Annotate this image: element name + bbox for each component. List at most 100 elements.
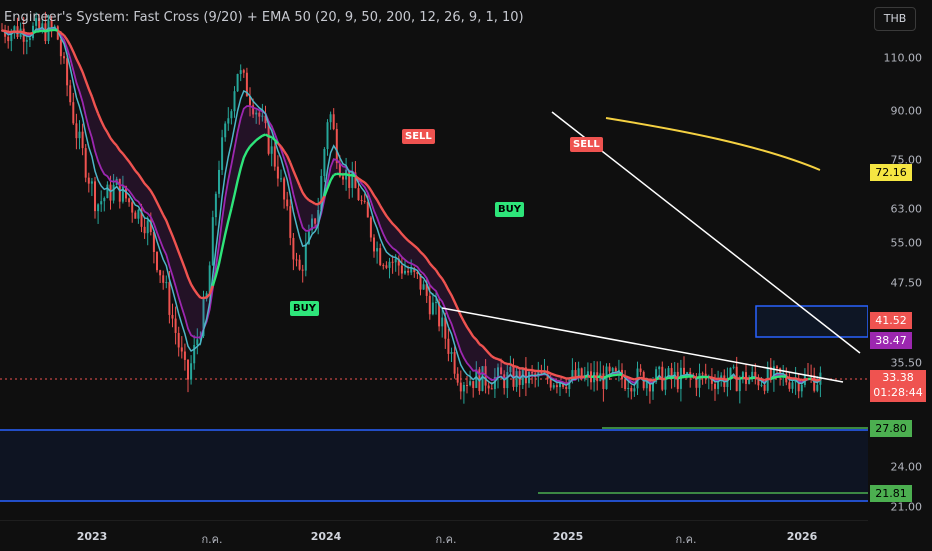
candle-body (438, 301, 441, 327)
candle-body (388, 261, 391, 268)
candle-body (211, 217, 214, 266)
x-tick: 2023 (76, 530, 108, 543)
candle-body (224, 123, 227, 138)
y-tick: 110.00 (883, 51, 923, 65)
candle-body (788, 382, 791, 389)
candle-body (66, 58, 69, 86)
candle-body (717, 380, 720, 389)
candle-body (549, 379, 552, 388)
candle-body (797, 378, 800, 392)
ema-200-line (605, 117, 821, 171)
time-axis[interactable]: 2023 ก.ค. 2024 ก.ค. 2025 ก.ค. 2026 (0, 520, 868, 551)
candle-body (772, 366, 775, 380)
candle-body (391, 261, 394, 263)
candle-body (335, 129, 338, 164)
candle-body (121, 186, 124, 202)
candle-body (407, 270, 410, 273)
candle-body (506, 372, 509, 389)
candle-body (475, 369, 478, 388)
currency-button[interactable]: THB (874, 7, 916, 31)
candle-body (751, 371, 754, 379)
candle-body (112, 184, 115, 201)
candle-body (38, 18, 41, 29)
candle-body (354, 172, 357, 189)
candle-body (193, 344, 196, 364)
candle-body (177, 332, 180, 348)
y-tick: 24.00 (890, 460, 923, 474)
candle-body (190, 363, 193, 380)
candle-body (726, 379, 729, 387)
candle-body (286, 199, 289, 207)
candle-body (156, 251, 158, 271)
candle-body (50, 20, 53, 28)
candle-body (487, 385, 490, 389)
candle-body (431, 302, 434, 315)
candle-body (81, 131, 84, 149)
signal-buy-1: BUY (290, 301, 319, 316)
price-chart[interactable] (0, 0, 868, 520)
candle-body (90, 181, 93, 184)
candle-body (84, 148, 87, 178)
candle-body (459, 382, 462, 392)
candle-body (87, 177, 90, 184)
candle-body (813, 375, 816, 391)
candle-body (280, 178, 282, 180)
candle-body (701, 373, 704, 375)
ema-fast-line (1, 26, 821, 387)
signal-label: SELL (405, 131, 432, 142)
candle-body (385, 265, 388, 268)
y-tick: 21.00 (890, 500, 923, 514)
trendline-resistance (551, 111, 861, 354)
candle-body (233, 91, 236, 112)
candle-body (369, 217, 372, 238)
candle-body (249, 96, 251, 106)
candle-body (379, 248, 382, 266)
candle-body (531, 372, 534, 374)
price-tag-ema200: 72.16 (870, 164, 912, 181)
candle-body (397, 258, 400, 266)
candle-body (134, 212, 137, 219)
candle-body (109, 184, 112, 201)
candle-body (627, 387, 630, 389)
candle-body (72, 102, 75, 124)
candle-body (264, 115, 267, 124)
ema-20-line (32, 28, 812, 381)
candle-body (94, 181, 96, 212)
candle-body (351, 172, 354, 188)
candle-body (466, 385, 468, 387)
candle-body (348, 169, 351, 188)
candle-body (159, 270, 162, 276)
indicator-title: Engineer's System: Fast Cross (9/20) + E… (4, 10, 524, 25)
candle-body (509, 366, 512, 373)
ema-ribbon-fill (2, 28, 821, 384)
candle-body (754, 371, 757, 378)
candle-body (667, 368, 670, 377)
y-tick: 55.00 (890, 236, 923, 250)
price-tag-ema20: 41.52 (870, 312, 912, 329)
x-tick: 2024 (310, 530, 342, 543)
candle-body (633, 388, 636, 392)
candle-body (363, 200, 366, 202)
candle-body (258, 112, 261, 117)
signal-sell-2: SELL (570, 137, 603, 152)
candle-body (441, 317, 444, 327)
candle-body (301, 269, 304, 271)
candle-body (4, 30, 7, 37)
candle-body (574, 370, 577, 379)
candle-body (732, 366, 735, 368)
ema-20-down-line (1, 29, 821, 382)
candle-body (376, 248, 379, 252)
candle-body (469, 381, 472, 386)
candle-body (304, 243, 307, 271)
candle-body (332, 114, 335, 130)
price-axis[interactable]: THB 110.00 90.00 75.00 63.00 55.00 47.50… (868, 0, 932, 520)
candle-body (342, 176, 344, 180)
candle-body (100, 201, 103, 205)
candle-body (741, 372, 744, 380)
chart-plot-area[interactable]: Engineer's System: Fast Cross (9/20) + E… (0, 0, 868, 520)
x-tick: 2026 (786, 530, 818, 543)
candle-body (500, 367, 503, 375)
candle-body (819, 372, 822, 385)
candle-body (329, 114, 332, 123)
candle-body (428, 295, 431, 315)
